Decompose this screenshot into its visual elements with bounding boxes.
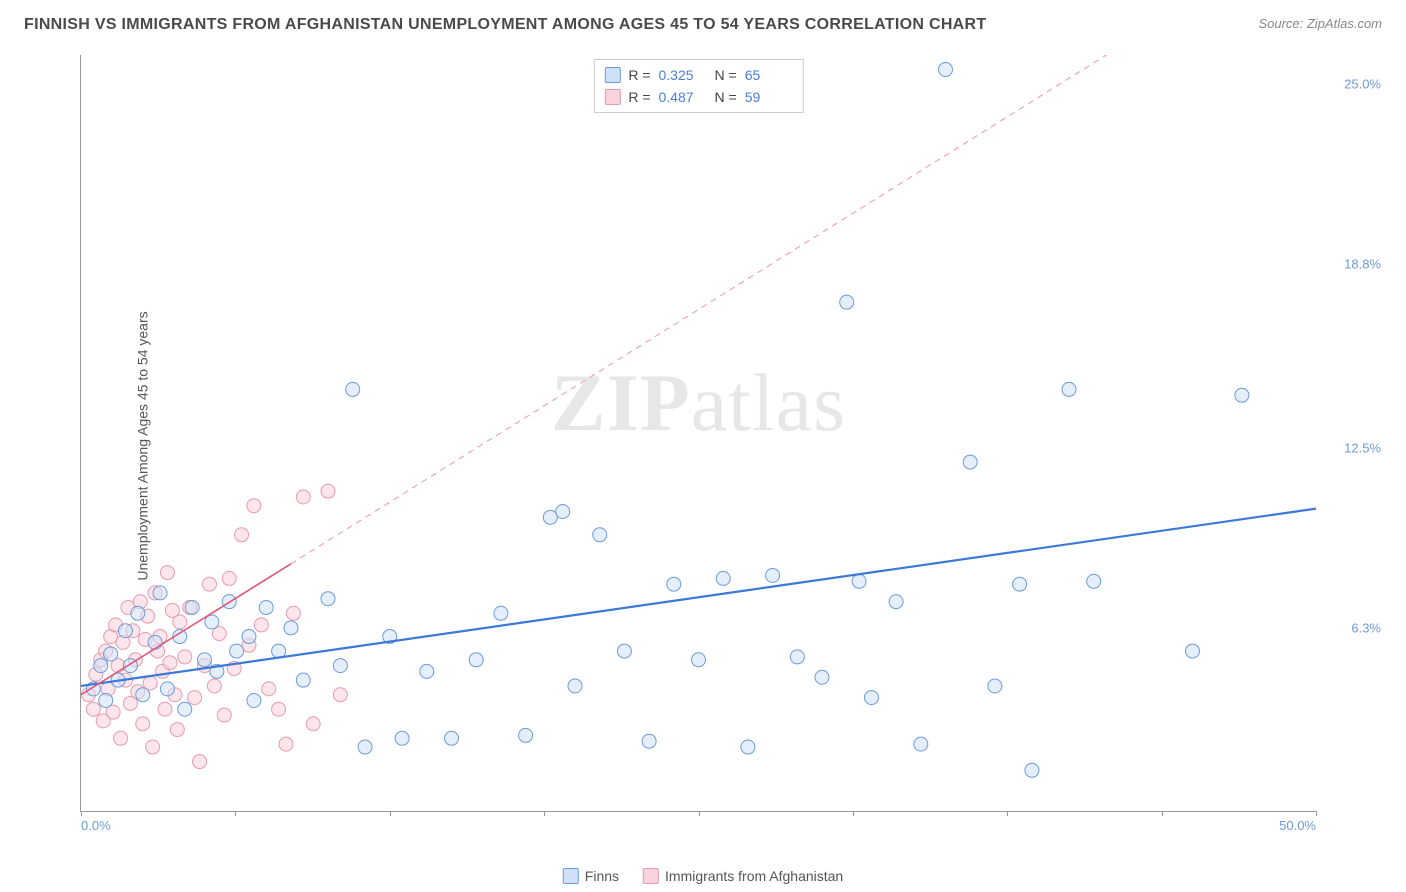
x-tick-mark xyxy=(699,811,700,816)
r-value-immigrants: 0.487 xyxy=(659,86,707,108)
n-label: N = xyxy=(715,86,737,108)
x-tick-mark xyxy=(390,811,391,816)
swatch-blue-icon xyxy=(604,67,620,83)
n-label: N = xyxy=(715,64,737,86)
legend-label-immigrants: Immigrants from Afghanistan xyxy=(665,868,843,884)
x-tick-mark xyxy=(235,811,236,816)
x-tick-mark xyxy=(544,811,545,816)
x-tick-mark xyxy=(81,811,82,816)
y-tick-label: 18.8% xyxy=(1344,257,1381,272)
swatch-pink-icon xyxy=(604,89,620,105)
n-value-immigrants: 59 xyxy=(745,86,793,108)
x-tick-mark xyxy=(853,811,854,816)
chart-area: R = 0.325 N = 65 R = 0.487 N = 59 ZIPatl… xyxy=(50,55,1386,842)
swatch-pink-icon xyxy=(643,868,659,884)
r-label: R = xyxy=(628,86,650,108)
scatter-svg xyxy=(81,55,1316,811)
n-value-finns: 65 xyxy=(745,64,793,86)
y-tick-label: 25.0% xyxy=(1344,77,1381,92)
legend-row-finns: R = 0.325 N = 65 xyxy=(604,64,792,86)
x-tick-mark xyxy=(1007,811,1008,816)
swatch-blue-icon xyxy=(563,868,579,884)
legend-item-finns: Finns xyxy=(563,868,619,884)
x-tick-label: 50.0% xyxy=(1279,818,1316,833)
series-legend: Finns Immigrants from Afghanistan xyxy=(563,868,843,884)
x-tick-mark xyxy=(1316,811,1317,816)
x-tick-mark xyxy=(1162,811,1163,816)
legend-row-immigrants: R = 0.487 N = 59 xyxy=(604,86,792,108)
plot-region: R = 0.325 N = 65 R = 0.487 N = 59 ZIPatl… xyxy=(80,55,1316,812)
y-tick-label: 12.5% xyxy=(1344,440,1381,455)
y-tick-label: 6.3% xyxy=(1351,620,1381,635)
r-label: R = xyxy=(628,64,650,86)
source-label: Source: ZipAtlas.com xyxy=(1258,16,1382,31)
correlation-legend: R = 0.325 N = 65 R = 0.487 N = 59 xyxy=(593,59,803,113)
legend-label-finns: Finns xyxy=(585,868,619,884)
x-tick-label: 0.0% xyxy=(81,818,111,833)
legend-item-immigrants: Immigrants from Afghanistan xyxy=(643,868,843,884)
chart-title: FINNISH VS IMMIGRANTS FROM AFGHANISTAN U… xyxy=(24,16,986,34)
r-value-finns: 0.325 xyxy=(659,64,707,86)
